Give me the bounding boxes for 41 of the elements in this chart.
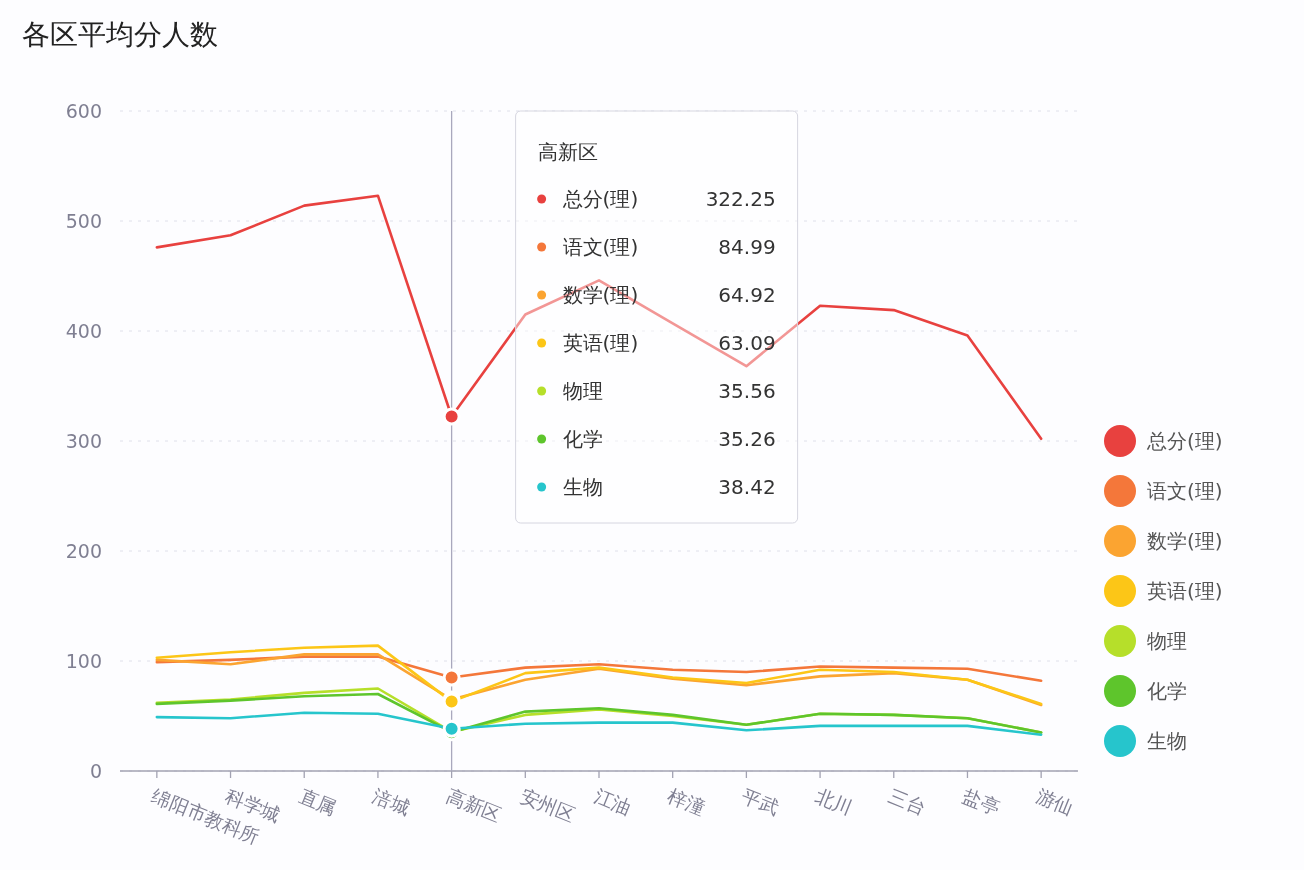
text: 英语(理) <box>562 331 639 355</box>
x-tick-label: 游仙 <box>1033 784 1077 820</box>
annotation: 高新区 <box>537 140 598 164</box>
y-tick-label: 200 <box>65 539 102 562</box>
y-tick-label: 400 <box>65 319 102 342</box>
text: 数学(理) <box>562 283 639 307</box>
x-tick-label: 安州区 <box>517 784 579 827</box>
annotation: 35.56 <box>718 379 776 403</box>
legend-label: 数学(理) <box>1147 529 1223 553</box>
annotation: 38.42 <box>718 475 776 499</box>
legend-label: 总分(理) <box>561 187 639 211</box>
annotation: 35.26 <box>718 427 776 451</box>
x-tick-label: 涪城 <box>369 784 414 820</box>
legend-label: 物理 <box>1147 629 1187 653</box>
text: 总分(理) <box>1147 429 1223 453</box>
annotation: 322.25 <box>705 187 776 211</box>
y-tick-label: 600 <box>65 99 102 122</box>
x-tick-label: 江油 <box>591 784 635 820</box>
annotation: 64.92 <box>718 283 776 307</box>
x-tick-label: 平武 <box>738 784 782 820</box>
legend-label: 语文(理) <box>1147 479 1223 503</box>
text: 化学 <box>562 427 603 451</box>
text: 生物 <box>562 475 603 499</box>
x-tick-label: 直属 <box>296 784 340 820</box>
legend-label: 英语(理) <box>1147 579 1223 603</box>
y-tick-label: 500 <box>65 209 102 232</box>
annotation: 84.99 <box>718 235 776 259</box>
chart-title: 各区平均分人数 <box>22 17 218 51</box>
x-tick-label: 盐亭 <box>959 784 1003 820</box>
legend-label: 生物 <box>1147 729 1187 753</box>
y-tick-label: 300 <box>65 429 102 452</box>
x-tick-label: 北川 <box>812 784 856 820</box>
text: 物理 <box>562 379 603 403</box>
legend-label: 化学 <box>1147 679 1187 703</box>
x-tick-label: 梓潼 <box>664 784 709 820</box>
y-tick-label: 100 <box>65 649 102 672</box>
x-tick-label: 三台 <box>885 784 930 820</box>
x-tick-label: 高新区 <box>443 784 505 827</box>
y-tick-label: 0 <box>89 759 102 782</box>
annotation: 63.09 <box>718 331 776 355</box>
text: 语文(理) <box>562 235 639 259</box>
